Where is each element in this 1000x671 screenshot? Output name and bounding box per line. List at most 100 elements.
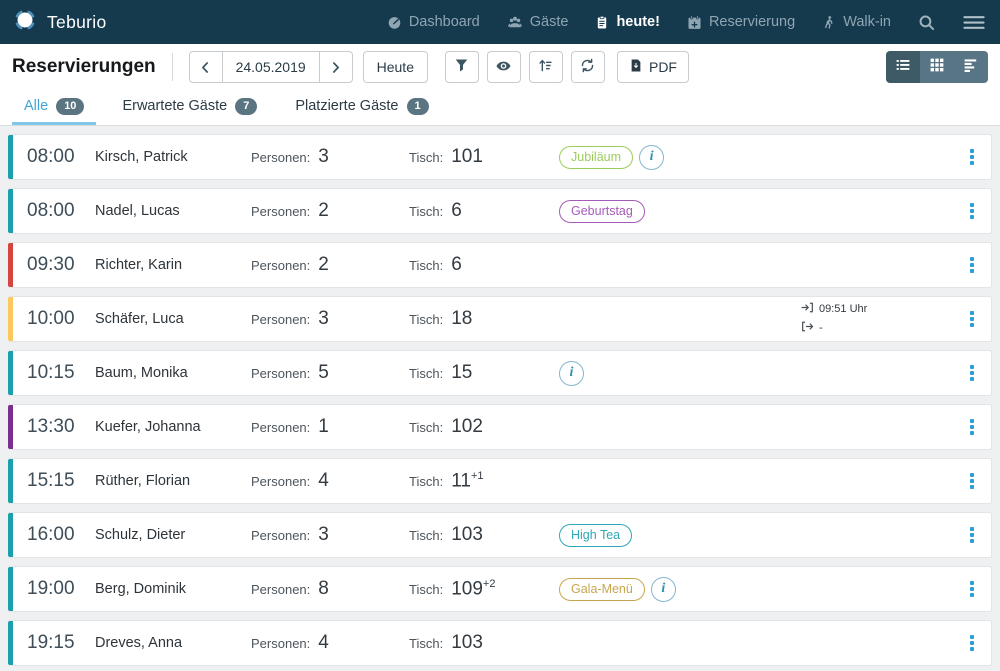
badge-list: Gala-Menü i — [559, 576, 953, 602]
menu-button[interactable] — [962, 14, 986, 31]
guests-icon — [507, 15, 523, 30]
reservation-row[interactable]: 19:15 Dreves, Anna Personen: 4 Tisch: 103 — [8, 620, 992, 666]
next-day-button[interactable] — [318, 52, 352, 82]
nav-item-label: Walk-in — [843, 14, 891, 30]
date-navigator: 24.05.2019 — [188, 51, 353, 83]
reservation-row[interactable]: 10:00 Schäfer, Luca Personen: 3 Tisch: 18 09:5… — [8, 296, 992, 342]
reservation-row[interactable]: 19:00 Berg, Dominik Personen: 8 Tisch: 109+2 G… — [8, 566, 992, 612]
nav-item-label: Gäste — [529, 14, 569, 30]
nav-item-reservierung[interactable]: Reservierung — [687, 14, 795, 30]
guest-name: Rüther, Florian — [95, 473, 191, 489]
nav-item-dashboard[interactable]: Dashboard — [387, 14, 480, 30]
top-navigation: Teburio Dashboard Gäste heute! Reservierung… — [0, 0, 1000, 44]
reservation-row[interactable]: 08:00 Kirsch, Patrick Personen: 3 Tisch: 101 J… — [8, 134, 992, 180]
info-icon[interactable]: i — [639, 144, 665, 170]
date-display[interactable]: 24.05.2019 — [235, 59, 306, 75]
table-label: Tisch: — [409, 582, 444, 598]
badge-list: Geburtstag — [559, 199, 953, 223]
reservation-time: 08:00 — [27, 146, 75, 167]
eye-icon — [495, 58, 512, 77]
grid-view-button[interactable] — [920, 51, 954, 83]
filter-icon — [454, 58, 469, 76]
sort-button[interactable] — [528, 51, 563, 83]
status-color-bar — [8, 189, 13, 233]
tab-platzierte-g-ste[interactable]: Platzierte Gäste 1 — [283, 90, 440, 125]
row-menu-button[interactable] — [953, 149, 991, 165]
table-value: 103 — [451, 524, 483, 545]
info-icon[interactable]: i — [650, 576, 676, 602]
checkin-icon — [801, 301, 814, 318]
guest-name: Schulz, Dieter — [95, 527, 186, 543]
persons-value: 3 — [318, 524, 329, 545]
reservation-row[interactable]: 09:30 Richter, Karin Personen: 2 Tisch: 6 — [8, 242, 992, 288]
tab-alle[interactable]: Alle 10 — [12, 90, 97, 125]
info-icon[interactable]: i — [559, 360, 584, 386]
table-label: Tisch: — [409, 474, 444, 490]
row-menu-button[interactable] — [953, 257, 991, 273]
guest-name: Kirsch, Patrick — [95, 149, 188, 165]
tab-erwartete-g-ste[interactable]: Erwartete Gäste 7 — [110, 90, 269, 125]
today-button[interactable]: Heute — [362, 51, 428, 83]
persons-value: 3 — [318, 146, 329, 167]
table-label: Tisch: — [409, 636, 444, 651]
tab-count-badge: 7 — [235, 97, 258, 115]
persons-value: 4 — [318, 470, 329, 491]
brand[interactable]: Teburio — [12, 7, 107, 38]
status-color-bar — [8, 135, 13, 179]
nav-item-walk-in[interactable]: Walk-in — [822, 14, 891, 30]
persons-value: 1 — [318, 416, 329, 437]
prev-day-button[interactable] — [190, 52, 223, 82]
reservation-time: 08:00 — [27, 200, 75, 221]
filter-button[interactable] — [444, 51, 479, 83]
persons-label: Personen: — [251, 150, 311, 165]
persons-label: Personen: — [251, 474, 311, 489]
dashboard-icon — [387, 15, 402, 30]
tab-label: Platzierte Gäste — [295, 98, 399, 114]
reservation-time: 10:15 — [27, 362, 75, 383]
nav-menu: Dashboard Gäste heute! Reservierung Walk-in — [387, 14, 986, 31]
search-icon — [918, 14, 935, 31]
badge-list: High Tea — [559, 523, 953, 547]
persons-value: 8 — [318, 578, 329, 599]
table-label: Tisch: — [409, 366, 444, 381]
reservation-row[interactable]: 13:30 Kuefer, Johanna Personen: 1 Tisch: 102 — [8, 404, 992, 450]
nav-item-g-ste[interactable]: Gäste — [507, 14, 569, 30]
table-value: 11+1 — [451, 469, 484, 492]
row-menu-button[interactable] — [953, 311, 991, 327]
status-color-bar — [8, 459, 13, 503]
tag-badge-geburtstag: Geburtstag — [559, 199, 645, 223]
guest-name: Schäfer, Luca — [95, 311, 184, 327]
pdf-export-button[interactable]: PDF — [616, 51, 689, 83]
reservation-row[interactable]: 10:15 Baum, Monika Personen: 5 Tisch: 15 i — [8, 350, 992, 396]
row-menu-button[interactable] — [953, 419, 991, 435]
list-view-button[interactable] — [886, 51, 920, 83]
refresh-button[interactable] — [570, 51, 605, 83]
guest-name: Kuefer, Johanna — [95, 419, 201, 435]
row-menu-button[interactable] — [953, 527, 991, 543]
row-menu-button[interactable] — [953, 203, 991, 219]
row-menu-button[interactable] — [953, 581, 991, 597]
filter-tabs: Alle 10 Erwartete Gäste 7 Platzierte Gäste 1 — [0, 90, 1000, 126]
row-menu-button[interactable] — [953, 635, 991, 651]
search-button[interactable] — [918, 14, 935, 31]
status-color-bar — [8, 567, 13, 611]
reservation-row[interactable]: 08:00 Nadel, Lucas Personen: 2 Tisch: 6 Geburt… — [8, 188, 992, 234]
persons-label: Personen: — [251, 528, 311, 543]
table-label: Tisch: — [409, 258, 444, 273]
table-label: Tisch: — [409, 150, 444, 165]
visibility-button[interactable] — [486, 51, 521, 83]
row-menu-button[interactable] — [953, 473, 991, 489]
chart-view-button[interactable] — [954, 51, 988, 83]
reservation-row[interactable]: 16:00 Schulz, Dieter Personen: 3 Tisch: 103 Hi… — [8, 512, 992, 558]
reservation-row[interactable]: 15:15 Rüther, Florian Personen: 4 Tisch: 11+1 — [8, 458, 992, 504]
table-extra-seats: +1 — [470, 469, 484, 482]
persons-value: 3 — [318, 308, 329, 329]
refresh-icon — [580, 58, 595, 76]
nav-item-heute[interactable]: heute! — [595, 14, 660, 30]
status-color-bar — [8, 243, 13, 287]
row-menu-button[interactable] — [953, 365, 991, 381]
checkout-time: - — [819, 322, 823, 334]
table-value: 103 — [451, 632, 483, 653]
chart-view-icon — [963, 57, 979, 78]
table-extra-seats: +2 — [482, 577, 496, 590]
